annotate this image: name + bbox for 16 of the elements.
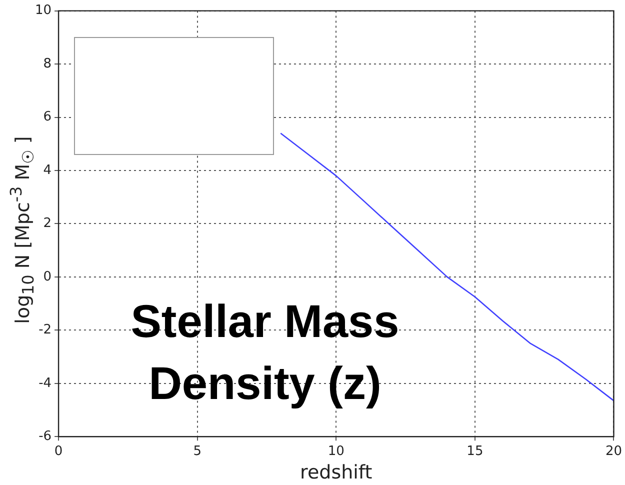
y-tick-label: -4 — [38, 376, 52, 391]
y-tick-label: 0 — [43, 269, 52, 284]
y-tick-label: 8 — [43, 56, 52, 72]
y-tick-label: 10 — [34, 3, 52, 18]
x-tick-label: 20 — [605, 444, 622, 459]
x-axis-title: redshift — [300, 462, 372, 484]
y-tick-label: 2 — [43, 216, 52, 232]
x-tick-label: 5 — [193, 444, 202, 459]
y-tick-label: 6 — [43, 110, 52, 125]
annotation: Stellar Mass Density (z) — [130, 294, 400, 411]
y-tick-label: -2 — [38, 322, 52, 338]
y-tick-label: -6 — [38, 428, 52, 444]
x-tick-label: 15 — [466, 444, 484, 459]
y-tick-label: 4 — [43, 162, 52, 178]
x-tick-label: 0 — [54, 444, 63, 459]
x-tick-label: 10 — [328, 444, 344, 459]
